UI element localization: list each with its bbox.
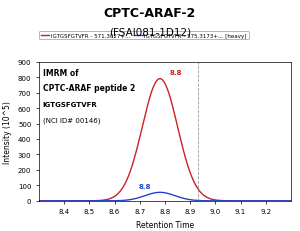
Text: IGTGSFGTVFR: IGTGSFGTVFR: [43, 102, 98, 108]
Text: IMRM of: IMRM of: [43, 69, 78, 77]
Y-axis label: Intensity (10^5): Intensity (10^5): [3, 100, 12, 163]
Text: CPTC-ARAF-2: CPTC-ARAF-2: [104, 7, 196, 20]
Text: 8.8: 8.8: [139, 183, 151, 189]
Legend: IGTGSFGTVFR - 571.3027+..., IGTGSFGTVFR - 575.3173+... [heavy]: IGTGSFGTVFR - 571.3027+..., IGTGSFGTVFR …: [39, 32, 248, 40]
Text: (FSAI081-1D12): (FSAI081-1D12): [109, 28, 191, 38]
Text: 8.8: 8.8: [170, 70, 182, 76]
X-axis label: Retention Time: Retention Time: [136, 220, 194, 229]
Text: CPTC-ARAF peptide 2: CPTC-ARAF peptide 2: [43, 84, 135, 93]
Text: (NCI ID# 00146): (NCI ID# 00146): [43, 117, 100, 124]
